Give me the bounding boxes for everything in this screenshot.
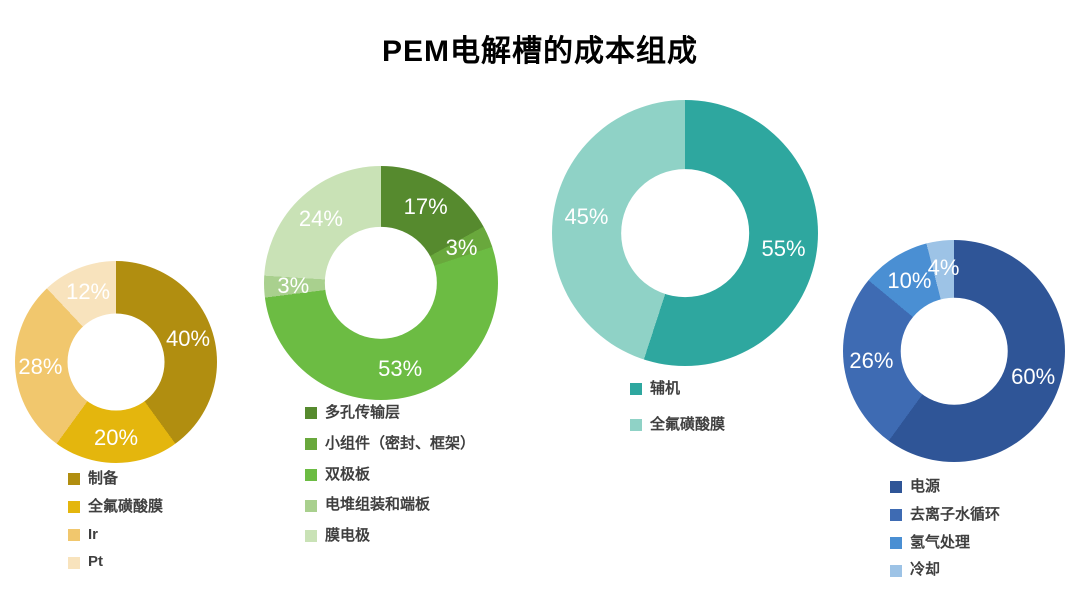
legend-item: 多孔传输层 <box>305 404 475 423</box>
slice-value-label: 28% <box>18 353 63 379</box>
slice-value-label: 4% <box>927 255 960 281</box>
legend-swatch-icon <box>305 530 317 543</box>
slice-value-label: 40% <box>166 325 211 351</box>
legend-item: 辅机 <box>630 380 725 399</box>
legend-swatch-icon <box>305 499 317 512</box>
legend-item: Ir <box>68 526 163 545</box>
legend-swatch-icon <box>68 501 80 514</box>
legend-item: 制备 <box>68 470 163 489</box>
legend-swatch-icon <box>305 407 317 420</box>
legend-item: 氢气处理 <box>890 534 1000 553</box>
legend-item: 电堆组装和端板 <box>305 496 475 515</box>
legend-swatch-icon <box>630 383 642 396</box>
legend-label: 全氟磺酸膜 <box>88 497 164 515</box>
legend-swatch-icon <box>890 481 902 494</box>
slice-value-label: 60% <box>1011 363 1056 389</box>
legend-item: 全氟磺酸膜 <box>68 498 163 517</box>
chart-legend: 多孔传输层小组件（密封、框架） 双极板电堆组装和端板 膜电极 <box>305 404 475 558</box>
legend-item: Pt <box>68 553 163 572</box>
legend-swatch-icon <box>68 473 80 486</box>
legend-swatch-icon <box>68 556 80 569</box>
legend-item: 电源 <box>890 478 1000 497</box>
legend-item: 去离子水循环 <box>890 506 1000 525</box>
legend-label: 去离子水循环 <box>910 505 1001 523</box>
slice-value-label: 20% <box>93 424 139 450</box>
slice-value-label: 3% <box>445 235 478 261</box>
legend-label: 膜电极 <box>325 527 371 544</box>
donut-hole <box>67 313 165 411</box>
legend-swatch-icon <box>630 419 642 432</box>
legend-label: 电源 <box>910 478 941 495</box>
donut-ring: 60% 26% 10% 4% <box>843 240 1065 462</box>
donut-hole <box>324 226 438 340</box>
legend-label: 双极板 <box>325 465 371 483</box>
slice-value-label: 53% <box>378 355 423 381</box>
legend-label: 冷却 <box>910 561 941 579</box>
legend-swatch-icon <box>305 438 317 451</box>
legend-item: 冷却 <box>890 561 1000 580</box>
legend-label: Pt <box>88 553 103 571</box>
legend-swatch-icon <box>68 528 80 541</box>
slice-value-label: 10% <box>887 267 932 293</box>
legend-label: 氢气处理 <box>910 533 971 551</box>
legend-label: 多孔传输层 <box>325 404 401 421</box>
slice-value-label: 17% <box>403 194 448 220</box>
chart-legend: 辅机 全氟磺酸膜 <box>630 380 725 452</box>
slice-value-label: 26% <box>849 348 894 374</box>
legend-label: 电堆组装和端板 <box>325 496 431 514</box>
legend-label: 小组件（密封、框架） <box>325 434 476 452</box>
donut-ring: 55% 45% <box>552 100 818 366</box>
legend-item: 膜电极 <box>305 527 475 546</box>
legend-label: 制备 <box>88 470 119 487</box>
legend-item: 全氟磺酸膜 <box>630 416 725 435</box>
legend-swatch-icon <box>305 468 317 481</box>
legend-item: 双极板 <box>305 466 475 485</box>
legend-swatch-icon <box>890 564 902 577</box>
legend-label: Ir <box>88 525 99 543</box>
donut-hole <box>621 169 749 297</box>
chart-legend: 制备全氟磺酸膜 Ir Pt <box>68 470 163 581</box>
slice-value-label: 12% <box>66 278 111 304</box>
chart-legend: 电源去离子水循环 氢气处理冷却 <box>890 478 1000 589</box>
legend-swatch-icon <box>890 509 902 522</box>
slice-value-label: 3% <box>277 272 310 298</box>
slice-value-label: 55% <box>761 235 806 261</box>
donut-ring: 17% 3% 53% 3% 24% <box>264 166 498 400</box>
legend-label: 辅机 <box>650 380 681 397</box>
donut-hole <box>900 297 1008 405</box>
legend-swatch-icon <box>890 536 902 549</box>
legend-label: 全氟磺酸膜 <box>650 415 726 433</box>
legend-item: 小组件（密封、框架） <box>305 435 475 454</box>
slice-value-label: 45% <box>564 204 609 230</box>
chart-title: PEM电解槽的成本组成 <box>381 35 698 68</box>
slice-value-label: 24% <box>298 206 343 232</box>
donut-ring: 40% 20% 28% 12% <box>15 261 217 463</box>
